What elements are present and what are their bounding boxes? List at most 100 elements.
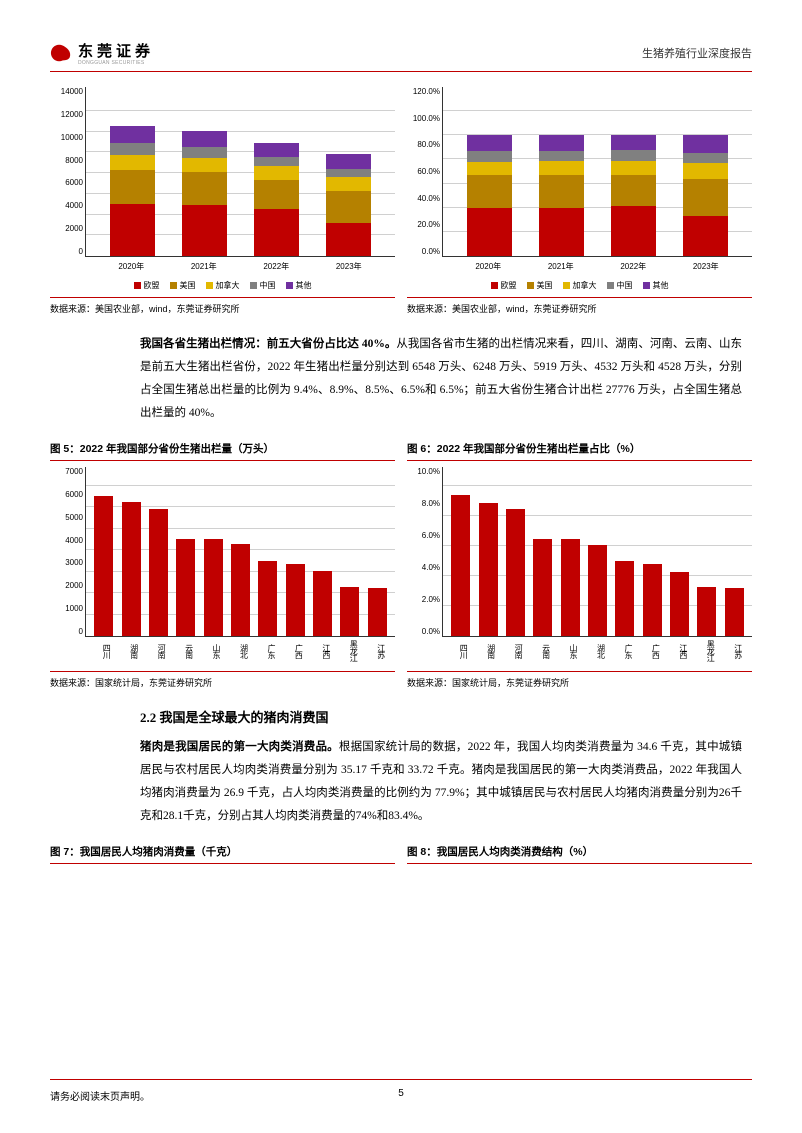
- bar-segment: [539, 175, 584, 208]
- bar-segment: [683, 153, 728, 163]
- bar-segment: [326, 177, 371, 190]
- bar-segment: [326, 169, 371, 177]
- bar-segment: [539, 151, 584, 161]
- bar: [588, 545, 607, 637]
- chart-6: 10.0%8.0%6.0%4.0%2.0%0.0% 四川湖南河南云南山东湖北广东…: [407, 467, 752, 689]
- logo-icon: [50, 42, 72, 64]
- stacked-bar: [467, 135, 512, 256]
- bar-segment: [467, 175, 512, 208]
- bar: [561, 539, 580, 637]
- bar-segment: [539, 135, 584, 151]
- legend-item: 中国: [250, 280, 276, 291]
- bar-segment: [467, 135, 512, 151]
- chart-1: 14000120001000080006000400020000 2020年20…: [50, 87, 395, 315]
- bar-segment: [683, 135, 728, 153]
- chart5-source: 数据来源：国家统计局，东莞证券研究所: [50, 671, 395, 689]
- company-name-cn: 东莞证券: [78, 40, 154, 61]
- bar: [643, 564, 662, 636]
- para1-rest: 从我国各省市生猪的出栏情况来看，四川、湖南、河南、云南、山东是前五大生猪出栏省份…: [140, 338, 742, 419]
- chart2-source: 数据来源：美国农业部，wind，东莞证券研究所: [407, 297, 752, 315]
- top-charts-row: 14000120001000080006000400020000 2020年20…: [50, 87, 752, 315]
- bar-segment: [467, 208, 512, 256]
- bar-segment: [254, 143, 299, 156]
- bar-segment: [182, 172, 227, 205]
- bar: [615, 561, 634, 636]
- bar-segment: [611, 206, 656, 256]
- bar: [122, 502, 141, 636]
- bar: [286, 564, 305, 636]
- chart6-title: 图 6：2022 年我国部分省份生猪出栏量占比（%）: [407, 441, 752, 461]
- mid-chart-titles: 图 5：2022 年我国部分省份生猪出栏量（万头） 图 6：2022 年我国部分…: [50, 441, 752, 461]
- page-footer: 请务必阅读末页声明。 5: [50, 1079, 752, 1103]
- bar-segment: [182, 158, 227, 173]
- para2-bold: 猪肉是我国居民的第一大肉类消费品。: [140, 741, 339, 753]
- bar: [340, 587, 359, 636]
- legend-item: 其他: [643, 280, 669, 291]
- bar-segment: [467, 151, 512, 162]
- bar: [149, 509, 168, 636]
- bar: [506, 509, 525, 637]
- report-title: 生猪养殖行业深度报告: [642, 45, 752, 61]
- bar: [313, 571, 332, 636]
- bar-segment: [326, 191, 371, 223]
- bar-segment: [254, 157, 299, 166]
- legend-item: 欧盟: [491, 280, 517, 291]
- bar: [479, 503, 498, 637]
- legend-item: 中国: [607, 280, 633, 291]
- bar: [231, 544, 250, 636]
- paragraph-2: 猪肉是我国居民的第一大肉类消费品。根据国家统计局的数据，2022 年，我国人均肉…: [140, 736, 742, 828]
- chart-5: 70006000500040003000200010000 四川湖南河南云南山东…: [50, 467, 395, 689]
- bar-segment: [254, 166, 299, 180]
- chart5-title: 图 5：2022 年我国部分省份生猪出栏量（万头）: [50, 441, 395, 461]
- stacked-bar: [110, 126, 155, 256]
- bar: [94, 496, 113, 636]
- bar: [697, 587, 716, 637]
- section-heading-2-2: 2.2 我国是全球最大的猪肉消费国: [140, 707, 752, 726]
- legend-item: 加拿大: [563, 280, 597, 291]
- legend-item: 加拿大: [206, 280, 240, 291]
- bar: [670, 572, 689, 637]
- bar-segment: [110, 204, 155, 256]
- stacked-bar: [611, 135, 656, 256]
- bar-segment: [683, 216, 728, 256]
- bottom-chart-titles: 图 7：我国居民人均猪肉消费量（千克） 图 8：我国居民人均肉类消费结构（%）: [50, 844, 752, 864]
- mid-charts-row: 70006000500040003000200010000 四川湖南河南云南山东…: [50, 467, 752, 689]
- stacked-bar: [182, 131, 227, 256]
- bar-segment: [611, 150, 656, 161]
- bar-segment: [611, 161, 656, 176]
- paragraph-1: 我国各省生猪出栏情况：前五大省份占比达 40%。从我国各省市生猪的出栏情况来看，…: [140, 333, 742, 425]
- company-name-en: DONGGUAN SECURITIES: [78, 60, 154, 66]
- legend-item: 欧盟: [134, 280, 160, 291]
- chart7-title: 图 7：我国居民人均猪肉消费量（千克）: [50, 844, 395, 864]
- bar-segment: [467, 162, 512, 175]
- bar-segment: [110, 170, 155, 204]
- bar-segment: [182, 131, 227, 148]
- chart1-source: 数据来源：美国农业部，wind，东莞证券研究所: [50, 297, 395, 315]
- legend-item: 其他: [286, 280, 312, 291]
- legend-item: 美国: [527, 280, 553, 291]
- bar-segment: [683, 163, 728, 179]
- page-number: 5: [398, 1088, 404, 1099]
- legend-item: 美国: [170, 280, 196, 291]
- stacked-bar: [539, 135, 584, 256]
- chart-2: 120.0%100.0%80.0%60.0%40.0%20.0%0.0% 202…: [407, 87, 752, 315]
- bar: [725, 588, 744, 636]
- bar-segment: [254, 209, 299, 256]
- stacked-bar: [326, 154, 371, 257]
- bar-segment: [182, 147, 227, 157]
- bar: [204, 539, 223, 636]
- bar-segment: [326, 223, 371, 256]
- bar: [176, 539, 195, 636]
- chart8-title: 图 8：我国居民人均肉类消费结构（%）: [407, 844, 752, 864]
- bar: [533, 539, 552, 637]
- bar-segment: [683, 179, 728, 216]
- bar-segment: [611, 175, 656, 206]
- bar: [258, 561, 277, 636]
- stacked-bar: [254, 143, 299, 256]
- page-header: 东莞证券 DONGGUAN SECURITIES 生猪养殖行业深度报告: [50, 40, 752, 72]
- bar: [451, 495, 470, 636]
- stacked-bar: [683, 135, 728, 256]
- bar-segment: [539, 208, 584, 256]
- bar-segment: [611, 135, 656, 150]
- bar-segment: [110, 143, 155, 155]
